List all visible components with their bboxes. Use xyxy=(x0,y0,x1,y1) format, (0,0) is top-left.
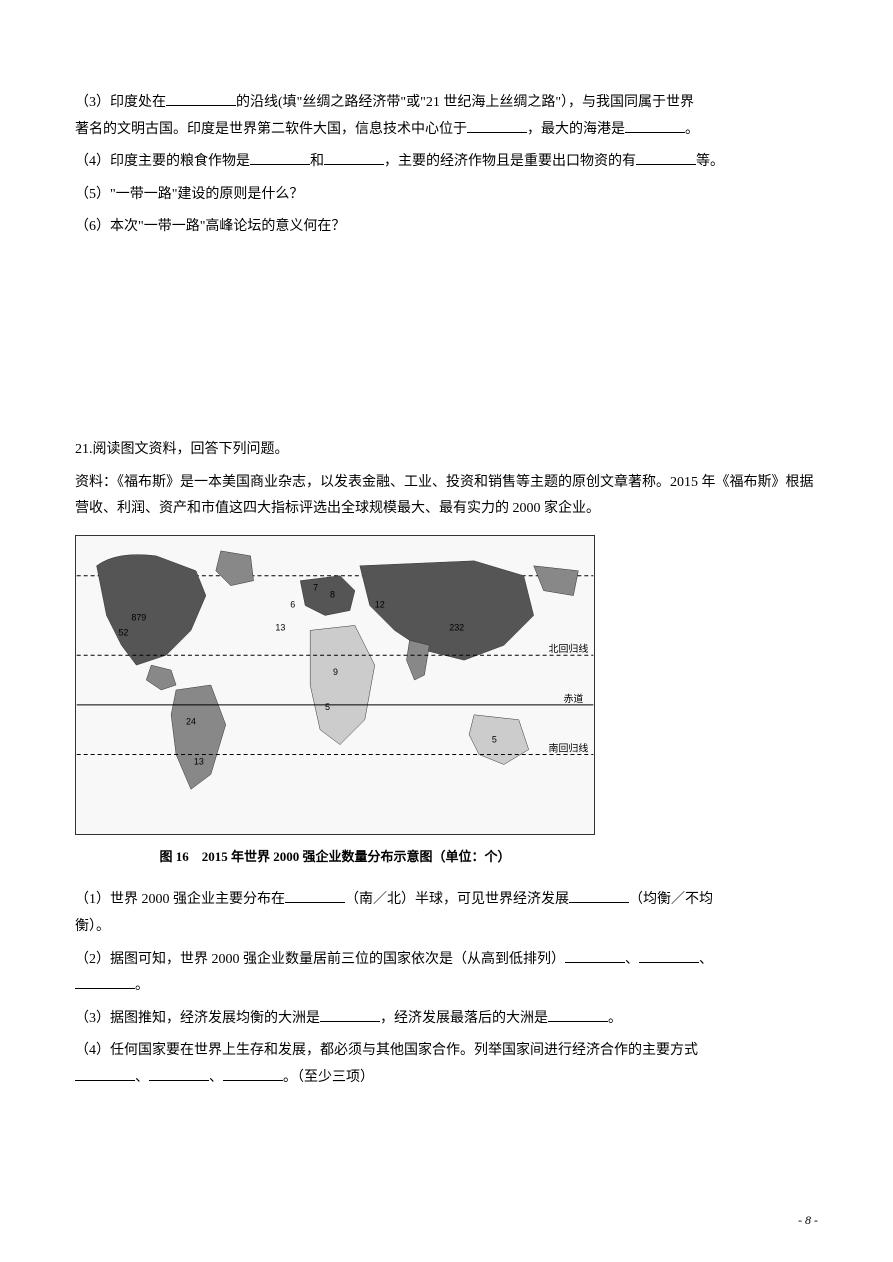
q21-2-sep2: 、 xyxy=(699,952,713,967)
q21-2-blank2[interactable] xyxy=(639,947,699,963)
q21-4-sep1: 、 xyxy=(135,1070,149,1085)
question-21-4: （4）任何国家要在世界上生存和发展，都必须与其他国家合作。列举国家间进行经济合作… xyxy=(75,1038,818,1091)
q21-2-prefix: （2）据图可知，世界 2000 强企业数量居前三位的国家依次是（从高到低排列） xyxy=(75,952,565,967)
question-21-2: （2）据图可知，世界 2000 强企业数量居前三位的国家依次是（从高到低排列） 、… xyxy=(75,947,818,1000)
q4-blank3[interactable] xyxy=(636,149,696,165)
page-number: - 8 - xyxy=(798,1209,818,1232)
svg-text:13: 13 xyxy=(275,622,285,632)
q3-blank2[interactable] xyxy=(467,117,527,133)
map-svg: 879 7 8 232 9 5 24 13 52 5 北回归线 赤道 南回归线 xyxy=(76,536,594,834)
svg-text:24: 24 xyxy=(186,716,196,726)
q21-1-line2: 衡）。 xyxy=(75,919,110,934)
q4-blank2[interactable] xyxy=(324,149,384,165)
question-21-1: （1）世界 2000 强企业主要分布在 （南／北）半球，可见世界经济发展 （均衡／不… xyxy=(75,887,818,940)
svg-text:6: 6 xyxy=(290,599,295,609)
map-caption: 图 16 2015 年世界 2000 强企业数量分布示意图（单位：个） xyxy=(75,845,595,870)
q3-prefix: （3）印度处在 xyxy=(75,95,166,110)
q21-4-end: 。（至少三项） xyxy=(283,1070,374,1085)
q4-mid: ，主要的经济作物且是重要出口物资的有 xyxy=(384,154,636,169)
svg-text:5: 5 xyxy=(325,702,330,712)
q21-2-end: 。 xyxy=(135,978,149,993)
q21-4-prefix: （4）任何国家要在世界上生存和发展，都必须与其他国家合作。列举国家间进行经济合作… xyxy=(75,1043,698,1058)
q21-3-blank2[interactable] xyxy=(548,1006,608,1022)
q21-4-blank1[interactable] xyxy=(75,1065,135,1081)
q3-blank3[interactable] xyxy=(625,117,685,133)
svg-text:7: 7 xyxy=(313,582,318,592)
svg-text:8: 8 xyxy=(330,589,335,599)
q3-suffix1: ），与我国同属于世界 xyxy=(561,95,694,110)
svg-text:52: 52 xyxy=(118,627,128,637)
question-3: （3）印度处在 的沿线(填"丝绸之路经济带"或"21 世纪海上丝绸之路"），与我国… xyxy=(75,90,818,143)
q3-or: 或 xyxy=(406,95,420,110)
svg-text:5: 5 xyxy=(492,734,497,744)
q21-1-mid2: （均衡／不均 xyxy=(629,892,713,907)
q4-prefix: （4）印度主要的粮食作物是 xyxy=(75,154,250,169)
question-21-3: （3）据图推知，经济发展均衡的大洲是 ，经济发展最落后的大洲是 。 xyxy=(75,1006,818,1033)
svg-text:879: 879 xyxy=(131,612,146,622)
q21-1-prefix: （1）世界 2000 强企业主要分布在 xyxy=(75,892,285,907)
gap xyxy=(75,247,818,437)
q21-header: 21.阅读图文资料，回答下列问题。 xyxy=(75,437,818,464)
q21-1-blank1[interactable] xyxy=(285,887,345,903)
q21-1-mid1: （南／北）半球，可见世界经济发展 xyxy=(345,892,569,907)
q21-3-end: 。 xyxy=(608,1011,622,1026)
q21-4-blank2[interactable] xyxy=(149,1065,209,1081)
q3-end: 。 xyxy=(685,122,699,137)
q3-line2: 著名的文明古国。印度是世界第二软件大国，信息技术中心位于 xyxy=(75,122,467,137)
q4-and: 和 xyxy=(310,154,324,169)
q4-blank1[interactable] xyxy=(250,149,310,165)
q3-blank1[interactable] xyxy=(166,90,236,106)
q4-end: 等。 xyxy=(696,154,724,169)
svg-text:12: 12 xyxy=(375,599,385,609)
svg-text:232: 232 xyxy=(449,622,464,632)
tropic-north-label: 北回归线 xyxy=(549,642,589,655)
q21-2-blank1[interactable] xyxy=(565,947,625,963)
q21-3-blank1[interactable] xyxy=(320,1006,380,1022)
q21-4-blank3[interactable] xyxy=(223,1065,283,1081)
question-5: （5）"一带一路"建设的原则是什么？ xyxy=(75,182,818,209)
q3-opt1: "丝绸之路经济带" xyxy=(297,95,406,110)
svg-text:9: 9 xyxy=(333,667,338,677)
q21-2-sep1: 、 xyxy=(625,952,639,967)
q3-mid2: ，最大的海港是 xyxy=(527,122,625,137)
q21-1-blank2[interactable] xyxy=(569,887,629,903)
question-4: （4）印度主要的粮食作物是 和 ，主要的经济作物且是重要出口物资的有 等。 xyxy=(75,149,818,176)
world-map: 879 7 8 232 9 5 24 13 52 5 北回归线 赤道 南回归线 xyxy=(75,535,595,835)
q3-mid1: 的沿线(填 xyxy=(236,95,297,110)
q21-3-prefix: （3）据图推知，经济发展均衡的大洲是 xyxy=(75,1011,320,1026)
q21-3-mid: ，经济发展最落后的大洲是 xyxy=(380,1011,548,1026)
equator-label: 赤道 xyxy=(563,692,583,705)
q21-2-blank3[interactable] xyxy=(75,973,135,989)
q21-material: 资料：《福布斯》是一本美国商业杂志，以发表金融、工业、投资和销售等主题的原创文章… xyxy=(75,470,818,523)
question-6: （6）本次"一带一路"高峰论坛的意义何在？ xyxy=(75,214,818,241)
svg-text:13: 13 xyxy=(194,756,204,766)
tropic-south-label: 南回归线 xyxy=(549,741,589,754)
q3-opt2: "21 世纪海上丝绸之路" xyxy=(420,95,561,110)
q21-4-sep2: 、 xyxy=(209,1070,223,1085)
